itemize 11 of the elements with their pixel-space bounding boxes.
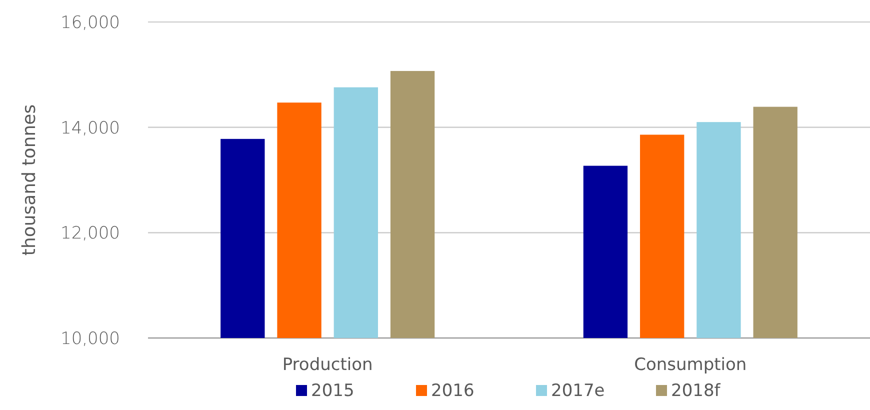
y-axis-title: thousand tonnes bbox=[19, 104, 40, 256]
y-tick-label: 16,000 bbox=[60, 12, 120, 33]
y-tick-label: 10,000 bbox=[60, 328, 120, 349]
legend-label: 2015 bbox=[311, 381, 354, 401]
legend-label: 2016 bbox=[431, 381, 474, 401]
legend-label: 2017e bbox=[551, 381, 605, 401]
y-tick-label: 12,000 bbox=[60, 224, 120, 244]
x-tick-label: Consumption bbox=[634, 355, 747, 375]
legend-label: 2018f bbox=[671, 381, 722, 401]
y-tick-label: 14,000 bbox=[60, 118, 120, 138]
x-tick-label: Production bbox=[282, 355, 373, 375]
